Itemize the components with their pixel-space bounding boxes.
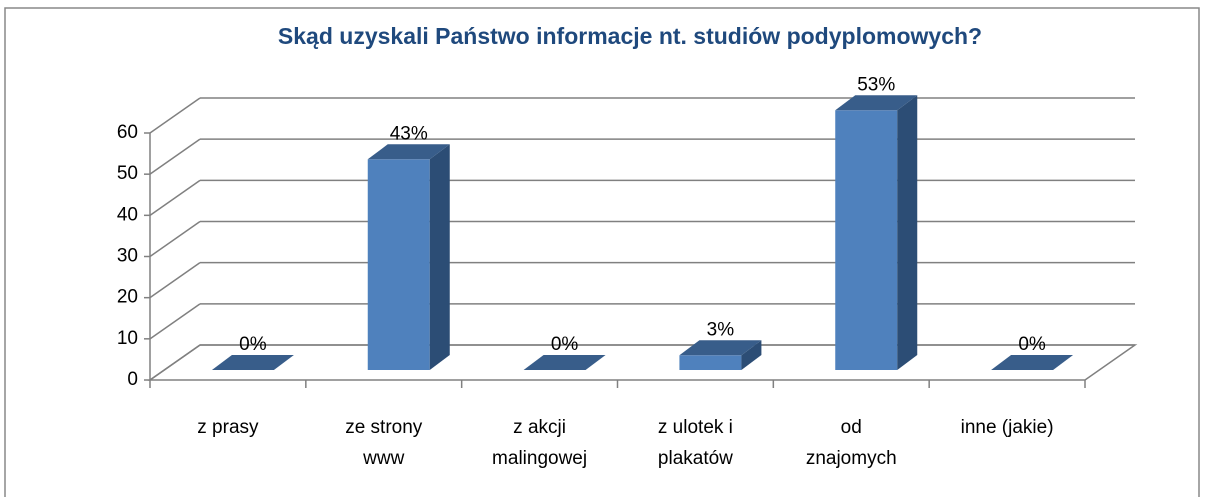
data-label: 53% [857, 74, 895, 95]
y-tick-label: 20 [117, 287, 138, 308]
chart-border [4, 7, 1200, 497]
x-tick-label: inne (jakie) [960, 417, 1054, 438]
x-tick-label: z ulotek i plakatów [657, 417, 733, 469]
bar-front [367, 159, 430, 370]
grid-line [149, 262, 201, 299]
bar-side [429, 144, 450, 370]
y-tick-label: 0 [127, 369, 138, 390]
y-tick-label: 60 [117, 122, 138, 143]
x-tick-label: od znajomych [805, 417, 897, 469]
bar-top [523, 355, 606, 370]
data-label: 43% [390, 123, 428, 144]
bar-top [367, 144, 450, 160]
data-label: 0% [1018, 334, 1046, 355]
x-tick-label: ze strony www [345, 417, 423, 469]
grid-line [149, 344, 201, 381]
bar-side [741, 340, 762, 370]
bar-side [897, 95, 918, 371]
data-label: 3% [707, 319, 735, 340]
grid-line [149, 97, 201, 134]
bar-top [835, 95, 918, 111]
y-tick-label: 50 [117, 163, 138, 184]
data-label: 0% [239, 334, 267, 355]
chart-title: Skąd uzyskali Państwo informacje nt. stu… [278, 23, 982, 49]
grid-line [149, 220, 201, 258]
y-tick-label: 10 [117, 328, 138, 349]
data-label: 0% [551, 334, 579, 355]
grid-line [149, 303, 201, 340]
bar-front [679, 355, 742, 370]
x-tick-label: z prasy [197, 417, 259, 438]
bar-front [835, 110, 898, 371]
bar-top [679, 340, 762, 356]
grid-line [149, 138, 201, 175]
x-tick-label: z akcji malingowej [492, 417, 588, 469]
grid-line [149, 179, 201, 216]
y-tick-label: 30 [117, 246, 138, 267]
y-tick-label: 40 [117, 204, 138, 225]
bar-top [991, 355, 1074, 370]
bar-top [211, 355, 294, 370]
